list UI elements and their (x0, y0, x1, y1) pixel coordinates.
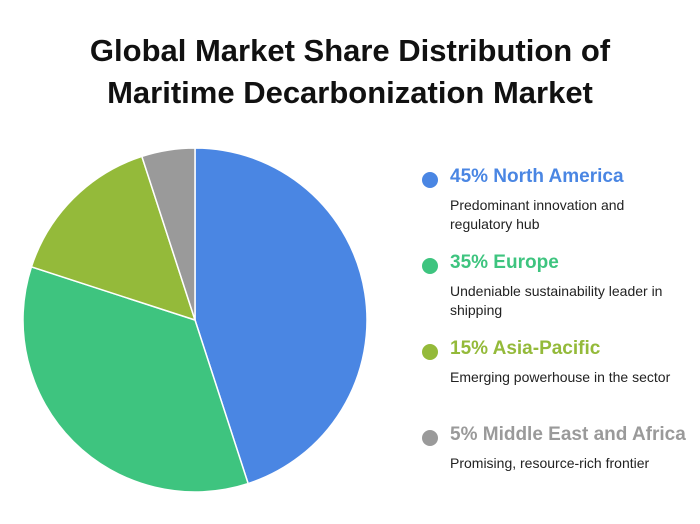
legend-description: Emerging powerhouse in the sector (450, 369, 671, 385)
legend-description: Promising, resource-rich frontier (450, 455, 650, 471)
pie-slice-asia-pacific (30, 155, 197, 322)
pie-slice-europe (22, 265, 250, 493)
pie-slice-middle-east-and-africa (140, 147, 196, 321)
legend-dot (422, 344, 438, 360)
legend-label: 35% Europe (450, 252, 559, 273)
legend-label: 15% Asia-Pacific (450, 338, 601, 359)
legend-label: 45% North America (450, 166, 624, 187)
legend-dot (422, 258, 438, 274)
pie-slice-north-america (194, 147, 368, 485)
legend-description: Undeniable sustainability leader in ship… (450, 283, 663, 318)
chart-title: Global Market Share Distribution of Marit… (89, 33, 611, 110)
legend-dot (422, 172, 438, 188)
legend-label: 5% Middle East and Africa (450, 424, 686, 445)
legend-description: Predominant innovation and regulatory hu… (450, 197, 625, 232)
legend-dot (422, 430, 438, 446)
pie-chart (22, 147, 368, 493)
